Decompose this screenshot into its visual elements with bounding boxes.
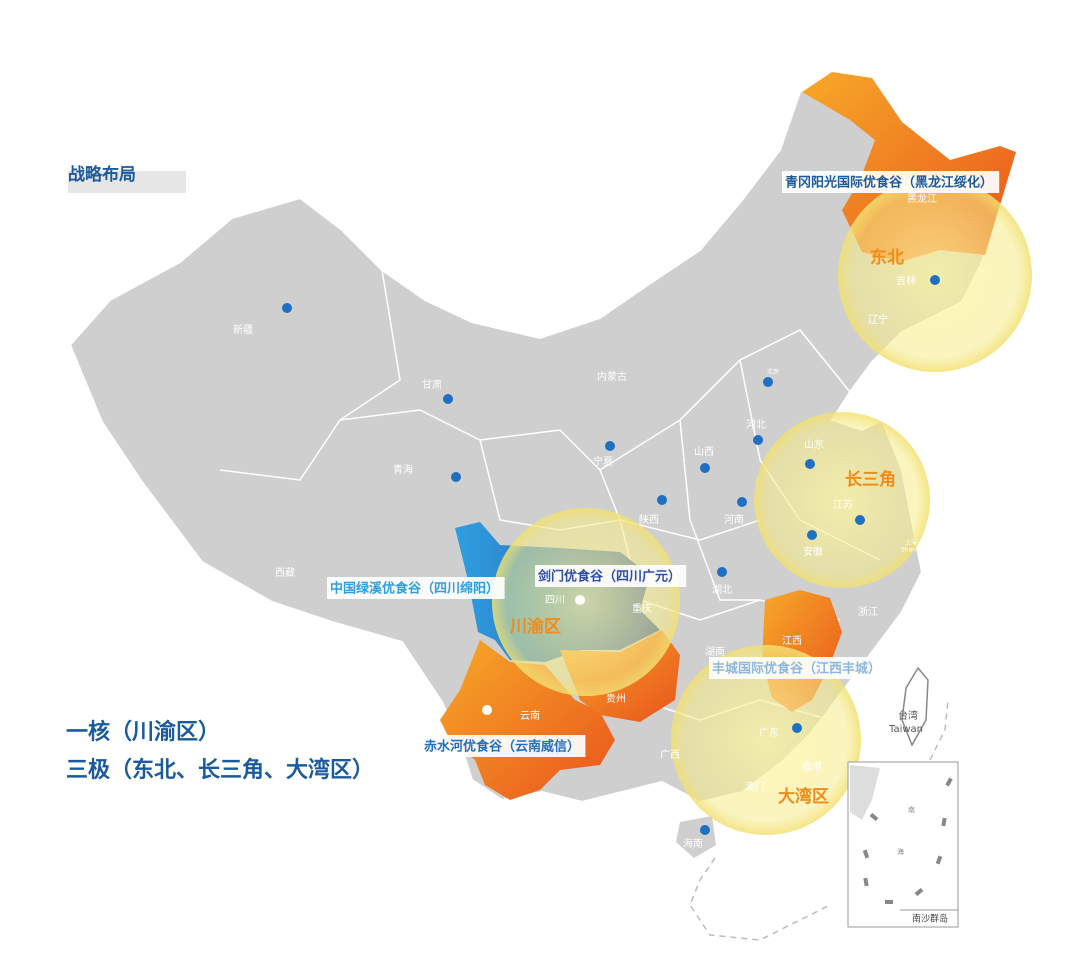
dot <box>753 435 763 445</box>
dot <box>930 275 940 285</box>
park-label-bg <box>782 171 1000 193</box>
province-label: Taiwan <box>888 724 923 735</box>
park-label: 剑门优食谷（四川广元） <box>537 569 681 585</box>
province-label: 贵州 <box>606 692 626 705</box>
province-label: 吉林 <box>896 274 916 287</box>
park-label: 丰城国际优食谷（江西丰城） <box>712 661 881 677</box>
province-label: 广西 <box>660 749 680 761</box>
hub-label: 东北 <box>870 247 904 268</box>
province-label: 浙江 <box>858 606 878 618</box>
hainan <box>676 816 716 858</box>
summary-line: 一核（川渝区） <box>66 719 220 745</box>
hub-glows <box>492 178 1032 835</box>
summary-line: 三极（东北、长三角、大湾区） <box>66 757 374 783</box>
sea-boundary <box>689 857 831 941</box>
title-bar <box>68 171 186 193</box>
province-label: 宁夏 <box>593 455 613 468</box>
dot <box>700 463 710 473</box>
hub-label: 大湾区 <box>778 786 829 807</box>
province-label: 澳门 <box>745 780 765 793</box>
inset-sea: 南 <box>908 805 915 814</box>
province-label: 黑龙江 <box>907 192 937 205</box>
province-label: 重庆 <box>632 602 652 615</box>
park-label-bg <box>327 577 505 599</box>
inset-dashes <box>862 777 953 904</box>
province-label: 江西 <box>782 635 802 647</box>
province-label: 陕西 <box>639 513 659 526</box>
province-label: 湖南 <box>705 645 725 658</box>
province-label: 山西 <box>694 446 714 458</box>
park-label: 青冈阳光国际优食谷（黑龙江绥化） <box>785 175 993 191</box>
province-label: 香港 <box>802 761 822 773</box>
hub-label: 川渝区 <box>509 616 561 637</box>
province-label: 云南 <box>520 709 540 722</box>
yunnan-region <box>440 640 615 800</box>
province-label: 北京 <box>767 368 779 376</box>
dot <box>855 515 865 525</box>
province-dots <box>282 275 940 835</box>
dot <box>575 595 585 605</box>
province-label: 河北 <box>746 419 766 431</box>
province-label: 上海 <box>905 539 917 547</box>
park-label-bg <box>709 657 887 679</box>
province-label: 广东 <box>759 726 779 739</box>
province-label: 山东 <box>804 438 824 451</box>
hub-circle <box>492 508 680 696</box>
inset-land <box>850 765 880 820</box>
hub-label: 长三角 <box>845 469 896 490</box>
sea-boundary <box>929 699 949 761</box>
dot <box>605 441 615 451</box>
hub-circle <box>754 412 930 588</box>
province-label: 安徽 <box>803 545 823 558</box>
province-label: 甘肃 <box>422 378 442 391</box>
province-label: Shanghai <box>901 547 929 554</box>
dot <box>282 303 292 313</box>
dot <box>763 377 773 387</box>
inset-sea: 海 <box>897 847 904 856</box>
province-label: 江苏 <box>833 498 853 511</box>
province-label: 新疆 <box>233 323 253 336</box>
title: 战略布局 <box>68 164 136 185</box>
province-label: 湖北 <box>712 584 732 596</box>
province-label: 四川 <box>545 595 565 606</box>
province-label: 内蒙古 <box>597 370 627 383</box>
province-label: 青海 <box>393 463 413 476</box>
park-label: 中国绿溪优食谷（四川绵阳） <box>330 581 499 597</box>
province-label: 西藏 <box>275 567 295 579</box>
dot <box>482 705 492 715</box>
dot <box>717 567 727 577</box>
park-label: 赤水河优食谷（云南威信） <box>424 739 580 755</box>
dot <box>807 530 817 540</box>
dot <box>805 459 815 469</box>
province-label: 海南 <box>683 837 703 850</box>
inset-label: 南沙群岛 <box>912 913 948 925</box>
park-label-bg <box>421 735 586 757</box>
dot <box>792 723 802 733</box>
dot <box>657 495 667 505</box>
dot <box>451 472 461 482</box>
dot <box>700 825 710 835</box>
province-label: 辽宁 <box>868 313 888 326</box>
park-label-bg <box>535 565 687 587</box>
province-label: 台湾 <box>898 709 918 722</box>
province-label: 河南 <box>724 513 744 526</box>
dot <box>737 497 747 507</box>
taiwan <box>901 666 929 747</box>
dot <box>443 394 453 404</box>
inset <box>847 761 959 928</box>
hub-circle <box>671 645 861 835</box>
